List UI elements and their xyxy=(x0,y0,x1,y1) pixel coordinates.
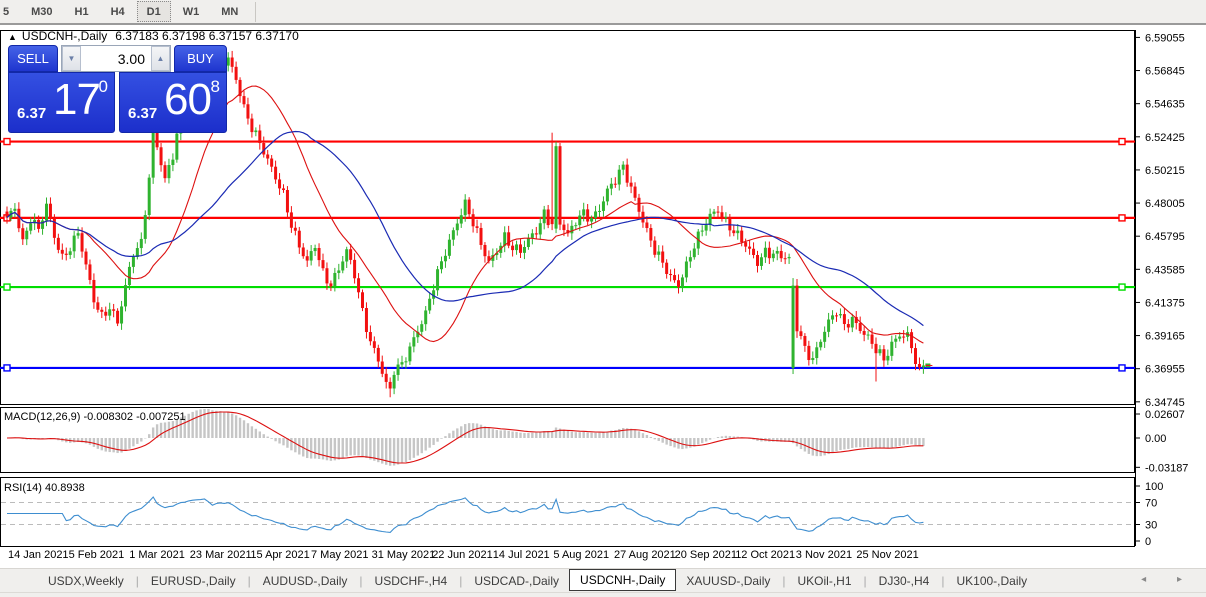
macd-label: MACD(12,26,9) -0.008302 -0.007251 xyxy=(4,411,186,423)
volume-decrease-icon[interactable]: ▼ xyxy=(62,46,81,71)
tab-separator: | xyxy=(941,573,945,588)
svg-text:12 Oct 2021: 12 Oct 2021 xyxy=(735,549,795,561)
tab-usdx-weekly[interactable]: USDX,Weekly xyxy=(48,573,124,588)
tab-separator: | xyxy=(459,573,463,588)
trade-panel-top-row: SELL ▼ 3.00 ▲ BUY xyxy=(8,45,227,72)
svg-text:7 May 2021: 7 May 2021 xyxy=(311,549,368,561)
rsi-panel: RSI(14) 40.8938 100 70 30 0 xyxy=(1,481,1163,548)
svg-text:6.54635: 6.54635 xyxy=(1145,99,1185,111)
svg-text:14 Jul 2021: 14 Jul 2021 xyxy=(493,549,550,561)
tab-separator: | xyxy=(863,573,867,588)
timeframe-button-mn[interactable]: MN xyxy=(221,5,239,18)
svg-text:0: 0 xyxy=(1145,536,1151,548)
tab-uk100-daily[interactable]: UK100-,Daily xyxy=(956,573,1028,588)
sell-price-prefix: 6.37 xyxy=(17,105,47,122)
tab-usdcnh-daily[interactable]: USDCNH-,Daily xyxy=(569,569,677,591)
tab-separator: | xyxy=(782,573,786,588)
tab-eurusd-daily[interactable]: EURUSD-,Daily xyxy=(150,573,236,588)
chart-title-ohlc: 6.37183 6.37198 6.37157 6.37170 xyxy=(115,29,299,43)
chart-title-icon: ▲ xyxy=(8,32,17,42)
svg-text:6.43585: 6.43585 xyxy=(1145,264,1185,276)
svg-text:3 Nov 2021: 3 Nov 2021 xyxy=(796,549,852,561)
tab-usdcad-daily[interactable]: USDCAD-,Daily xyxy=(474,573,560,588)
ma-slow-line xyxy=(6,130,924,327)
volume-spinner: ▼ 3.00 ▲ xyxy=(61,45,171,72)
tab-xauusd-daily[interactable]: XAUUSD-,Daily xyxy=(686,573,771,588)
svg-text:-0.03187: -0.03187 xyxy=(1145,462,1188,474)
date-axis: 14 Jan 2021 5 Feb 2021 1 Mar 2021 23 Mar 20… xyxy=(8,549,919,561)
sell-price-button[interactable]: 6.37 17 0 xyxy=(8,72,115,133)
one-click-trade-panel: SELL ▼ 3.00 ▲ BUY 6.37 17 0 6.37 60 8 xyxy=(8,45,227,133)
svg-text:6.56845: 6.56845 xyxy=(1145,66,1185,78)
chart-canvas[interactable]: 6.59055 6.56845 6.54635 6.52425 6.50215 6.480… xyxy=(0,25,1206,573)
sell-price-main: 17 xyxy=(53,75,101,124)
svg-text:6.41375: 6.41375 xyxy=(1145,297,1185,309)
svg-text:0.00: 0.00 xyxy=(1145,433,1166,445)
tab-separator: | xyxy=(247,573,251,588)
buy-price-prefix: 6.37 xyxy=(128,105,158,122)
chart-title-symbol: USDCNH-,Daily xyxy=(22,29,107,43)
tab-audusd-daily[interactable]: AUDUSD-,Daily xyxy=(262,573,348,588)
timeframe-button-m30[interactable]: M30 xyxy=(31,5,53,18)
timeframe-button-h1[interactable]: H1 xyxy=(74,5,89,18)
tab-separator: | xyxy=(359,573,363,588)
svg-text:22 Jun 2021: 22 Jun 2021 xyxy=(432,549,493,561)
buy-price-pip: 8 xyxy=(210,77,220,96)
buy-button[interactable]: BUY xyxy=(174,45,227,72)
svg-text:6.34745: 6.34745 xyxy=(1145,397,1185,409)
buy-price-button[interactable]: 6.37 60 8 xyxy=(119,72,227,133)
svg-text:23 Mar 2021: 23 Mar 2021 xyxy=(190,549,252,561)
tab-scroll-arrows[interactable]: ◂ ▸ xyxy=(1141,574,1196,585)
timeframe-button-w1[interactable]: W1 xyxy=(182,5,200,18)
svg-text:20 Sep 2021: 20 Sep 2021 xyxy=(675,549,737,561)
svg-text:0.02607: 0.02607 xyxy=(1145,409,1185,421)
svg-text:5 Feb 2021: 5 Feb 2021 xyxy=(69,549,125,561)
timeframe-button-5[interactable]: 5 xyxy=(3,5,10,18)
timeframe-button-h4[interactable]: H4 xyxy=(110,5,125,18)
buy-price-main: 60 xyxy=(164,75,212,124)
ma-fast-line xyxy=(6,85,924,344)
volume-input[interactable]: 3.00 xyxy=(117,50,145,67)
svg-text:6.52425: 6.52425 xyxy=(1145,132,1185,144)
svg-text:100: 100 xyxy=(1145,481,1163,493)
svg-text:27 Aug 2021: 27 Aug 2021 xyxy=(614,549,676,561)
svg-text:1 Mar 2021: 1 Mar 2021 xyxy=(129,549,185,561)
svg-text:6.36955: 6.36955 xyxy=(1145,364,1185,376)
svg-text:5 Aug 2021: 5 Aug 2021 xyxy=(553,549,609,561)
svg-text:6.50215: 6.50215 xyxy=(1145,165,1185,177)
status-strip xyxy=(0,592,1206,597)
svg-text:6.59055: 6.59055 xyxy=(1145,32,1185,44)
svg-text:6.48005: 6.48005 xyxy=(1145,198,1185,210)
chart-title: ▲ USDCNH-,Daily 6.37183 6.37198 6.37157 6.… xyxy=(8,29,299,43)
svg-text:25 Nov 2021: 25 Nov 2021 xyxy=(856,549,918,561)
rsi-label: RSI(14) 40.8938 xyxy=(4,482,85,494)
chart-area[interactable]: 6.59055 6.56845 6.54635 6.52425 6.50215 6.480… xyxy=(0,25,1206,568)
last-price-marker xyxy=(925,363,933,368)
tab-separator: | xyxy=(135,573,139,588)
volume-increase-icon[interactable]: ▲ xyxy=(151,46,170,71)
svg-text:31 May 2021: 31 May 2021 xyxy=(372,549,436,561)
svg-text:6.45795: 6.45795 xyxy=(1145,231,1185,243)
timeframe-toolbar: 5 M30 H1 H4 D1 W1 MN xyxy=(0,0,1206,25)
tab-ukoil-h1[interactable]: UKOil-,H1 xyxy=(797,573,852,588)
toolbar-separator xyxy=(255,1,257,22)
svg-text:70: 70 xyxy=(1145,498,1157,510)
svg-text:30: 30 xyxy=(1145,520,1157,532)
tab-usdchf-h4[interactable]: USDCHF-,H4 xyxy=(374,573,448,588)
timeframe-button-d1[interactable]: D1 xyxy=(136,1,171,22)
chart-tabbar: USDX,Weekly | EURUSD-,Daily | AUDUSD-,Daily |… xyxy=(0,568,1206,592)
svg-text:14 Jan 2021: 14 Jan 2021 xyxy=(8,549,69,561)
sell-price-pip: 0 xyxy=(98,77,108,96)
horizontal-lines[interactable] xyxy=(0,137,1135,372)
svg-text:6.39165: 6.39165 xyxy=(1145,331,1185,343)
price-axis: 6.59055 6.56845 6.54635 6.52425 6.50215 6.480… xyxy=(1135,32,1185,409)
sell-button[interactable]: SELL xyxy=(8,45,58,72)
svg-text:15 Apr 2021: 15 Apr 2021 xyxy=(250,549,309,561)
macd-panel: MACD(12,26,9) -0.008302 -0.007251 0.02607… xyxy=(4,409,1188,474)
tab-dj30-h4[interactable]: DJ30-,H4 xyxy=(878,573,930,588)
